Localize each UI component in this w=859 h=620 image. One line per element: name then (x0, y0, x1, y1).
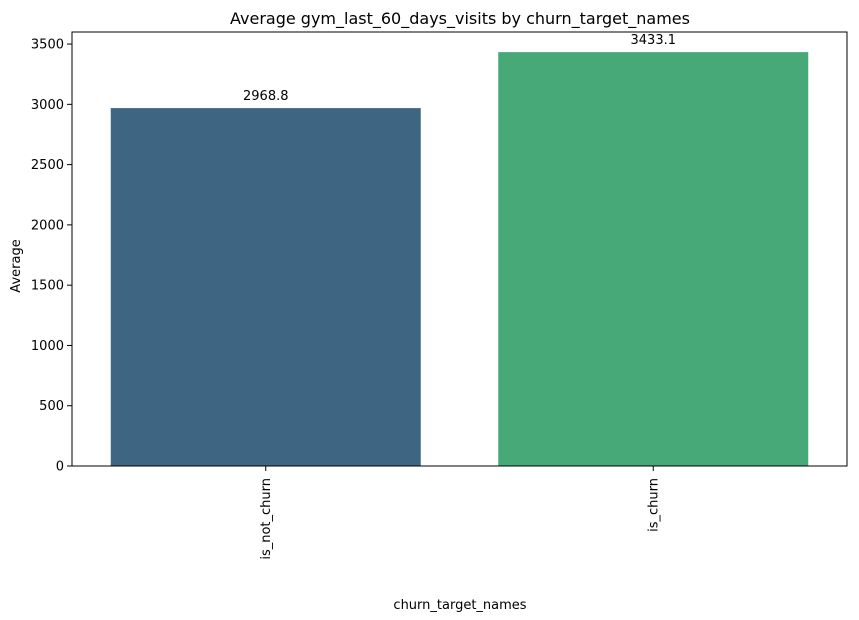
bar-is_not_churn (110, 108, 421, 466)
data-label-is_not_churn: 2968.8 (243, 89, 289, 104)
plot-area: 2968.8 is_not_churn 3433.1 is_churn 0 500 1000… (31, 31, 848, 560)
y-tick-label-1500: 1500 (31, 279, 64, 294)
x-axis-label: churn_target_names (393, 598, 526, 613)
y-tick-label-2500: 2500 (31, 158, 64, 173)
y-tick-label-3000: 3000 (31, 98, 64, 113)
y-tick-label-3500: 3500 (31, 38, 64, 53)
chart-title: Average gym_last_60_days_visits by churn… (230, 9, 690, 29)
y-tick-label-2000: 2000 (31, 218, 64, 233)
y-tick-label-500: 500 (39, 399, 64, 414)
plot-frame (71, 31, 848, 467)
y-axis-label: Average (9, 239, 24, 292)
data-label-is_churn: 3433.1 (631, 33, 677, 48)
y-tick-label-0: 0 (56, 460, 64, 475)
x-tick-label-is_churn: is_churn (646, 478, 661, 532)
bar-is_churn (498, 52, 809, 466)
y-tick-label-1000: 1000 (31, 339, 64, 354)
x-tick-label-is_not_churn: is_not_churn (259, 478, 274, 560)
